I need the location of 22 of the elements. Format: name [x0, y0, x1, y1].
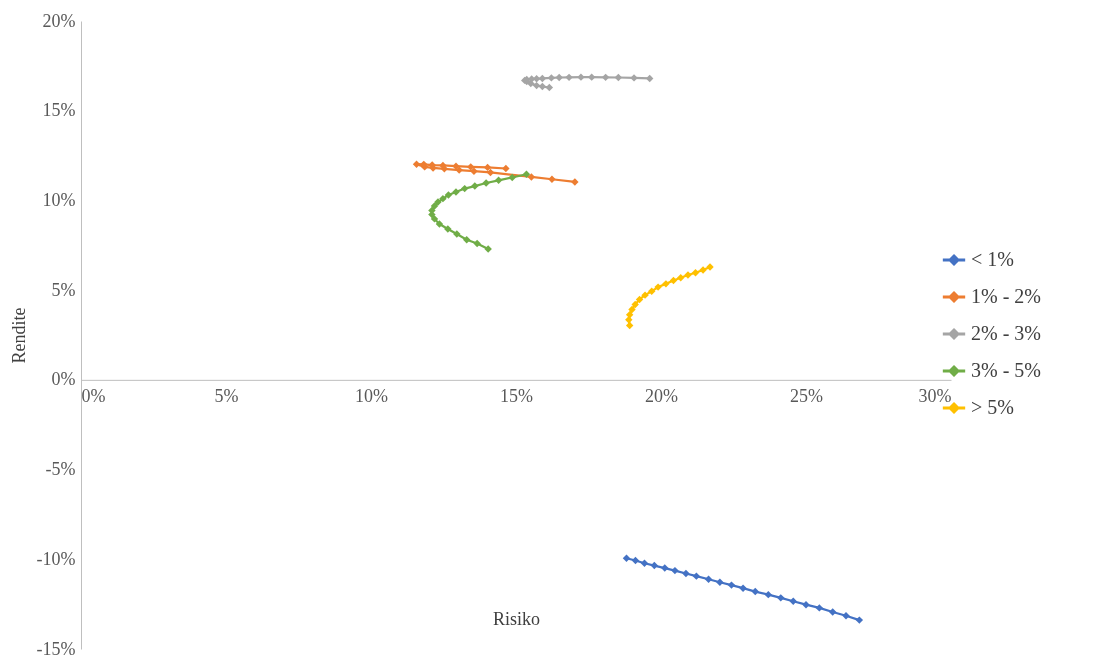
- y-tick-label: 15%: [42, 100, 76, 121]
- legend-label: > 5%: [971, 396, 1014, 419]
- y-tick-label: -15%: [36, 638, 76, 655]
- x-tick-label: 10%: [355, 386, 388, 407]
- legend-label: 2% - 3%: [971, 322, 1041, 345]
- y-tick-label: 5%: [51, 279, 76, 300]
- x-tick-label: 20%: [645, 386, 678, 407]
- x-tick-label: 5%: [214, 386, 239, 407]
- y-tick-label: 20%: [42, 10, 76, 31]
- legend-label: 3% - 5%: [971, 359, 1041, 382]
- y-tick-label: -10%: [36, 548, 76, 569]
- y-tick-label: -5%: [45, 459, 76, 480]
- x-tick-label: 25%: [790, 386, 823, 407]
- legend-label: < 1%: [971, 248, 1014, 271]
- y-tick-label: 10%: [42, 189, 76, 210]
- y-axis-title: Rendite: [8, 307, 29, 364]
- y-tick-label: 0%: [51, 369, 76, 390]
- x-axis-title: Risiko: [492, 609, 541, 630]
- x-tick-label: 30%: [918, 386, 952, 407]
- legend-label: 1% - 2%: [971, 285, 1041, 308]
- x-tick-label: 0%: [81, 386, 106, 407]
- x-tick-label: 15%: [500, 386, 533, 407]
